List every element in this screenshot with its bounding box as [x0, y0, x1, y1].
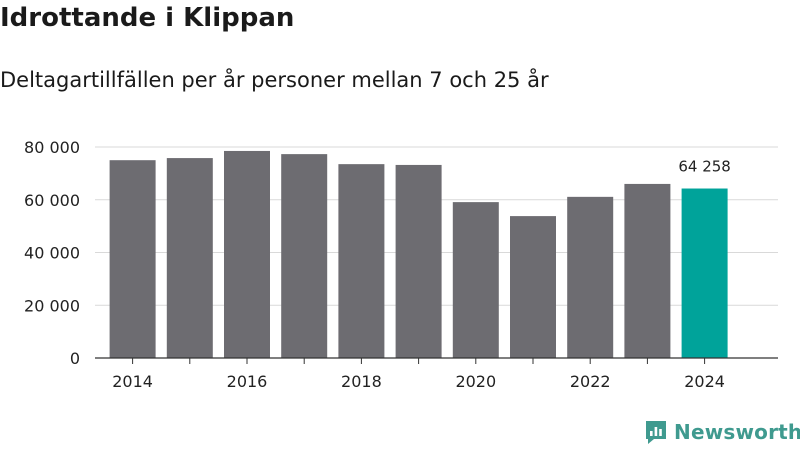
bar-2022: [567, 196, 614, 358]
y-tick-label: 20 000: [24, 296, 80, 315]
bar-2018: [338, 164, 385, 358]
y-tick-label: 80 000: [24, 138, 80, 157]
chart-subtitle: Deltagartillfällen per år personer mella…: [0, 68, 549, 92]
bar-2019: [395, 164, 442, 358]
data-label: 64 258: [678, 158, 731, 176]
newsworthy-logo-icon: [646, 421, 666, 444]
bar-2015: [166, 158, 213, 358]
bar-2020: [452, 202, 499, 358]
x-tick-label: 2016: [227, 372, 268, 391]
y-tick-label: 40 000: [24, 244, 80, 263]
bar-2014: [109, 160, 156, 358]
y-tick-label: 0: [70, 349, 80, 368]
x-tick-label: 2014: [112, 372, 153, 391]
chart-title: Idrottande i Klippan: [0, 3, 295, 33]
bar-2023: [624, 183, 671, 358]
x-tick-label: 2020: [455, 372, 496, 391]
bar-2016: [224, 150, 270, 358]
brand-name: Newsworthy: [674, 420, 800, 444]
x-tick-label: 2024: [684, 372, 725, 391]
y-tick-label: 60 000: [24, 191, 80, 210]
bar-2024: [681, 188, 728, 358]
x-tick-label: 2018: [341, 372, 382, 391]
x-tick-label: 2022: [570, 372, 611, 391]
brand: Newsworthy: [644, 419, 800, 445]
bar-2017: [281, 154, 328, 358]
bar-2021: [510, 216, 556, 358]
